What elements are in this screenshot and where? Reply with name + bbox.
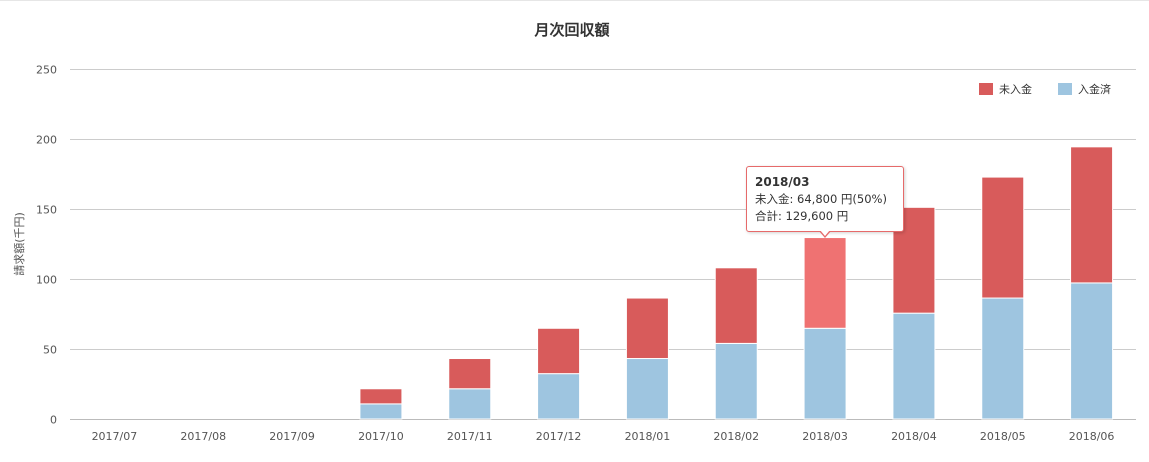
bar-unpaid[interactable] [448, 358, 492, 390]
y-tick-label: 250 [36, 64, 57, 77]
y-tick-label: 50 [43, 344, 57, 357]
x-tick-label: 2018/05 [980, 430, 1026, 443]
bar-unpaid[interactable] [625, 297, 669, 360]
chart-title: 月次回収額 [533, 21, 609, 39]
bar-unpaid[interactable] [537, 327, 581, 375]
y-tick-label: 100 [36, 274, 57, 287]
x-tick-label: 2017/08 [180, 430, 226, 443]
x-tick-label: 2017/10 [358, 430, 404, 443]
legend-label[interactable]: 入金済 [1078, 82, 1111, 96]
bar-unpaid[interactable] [981, 176, 1025, 299]
bar-unpaid[interactable] [803, 237, 847, 329]
x-tick-label: 2018/04 [891, 430, 937, 443]
bar-paid[interactable] [714, 342, 758, 420]
bar-unpaid[interactable] [359, 388, 403, 405]
grid-lines [70, 69, 1136, 420]
bar-paid[interactable] [625, 358, 669, 420]
tooltip-total-line: 合計: 129,600 円 [755, 209, 849, 223]
x-tick-label: 2018/01 [625, 430, 671, 443]
x-tick-labels: 2017/07 2017/08 2017/09 2017/10 2017/11 2017/… [92, 430, 1115, 443]
legend-swatch [1058, 83, 1072, 95]
bar-paid[interactable] [1070, 282, 1114, 420]
bar-unpaid[interactable] [714, 267, 758, 344]
bar-paid[interactable] [537, 373, 581, 420]
legend: 未入金 入金済 [979, 82, 1111, 96]
y-tick-label: 0 [50, 414, 57, 427]
tooltip-title: 2018/03 [755, 175, 810, 189]
bar-paid[interactable] [803, 327, 847, 420]
x-tick-label: 2018/06 [1069, 430, 1115, 443]
bars [359, 146, 1114, 420]
y-tick-labels: 0 50 100 150 200 250 [36, 64, 57, 427]
tooltip-unpaid-line: 未入金: 64,800 円(50%) [755, 192, 887, 206]
y-tick-label: 150 [36, 204, 57, 217]
legend-label[interactable]: 未入金 [999, 82, 1032, 96]
y-axis-label: 請求額(千円) [12, 212, 26, 276]
x-tick-label: 2017/09 [269, 430, 315, 443]
x-tick-label: 2018/02 [713, 430, 759, 443]
x-tick-label: 2017/07 [92, 430, 138, 443]
x-tick-label: 2017/12 [536, 430, 582, 443]
bar-paid[interactable] [359, 403, 403, 420]
bar-paid[interactable] [892, 312, 936, 420]
tooltip-pointer-fill [820, 230, 830, 236]
legend-swatch [979, 83, 993, 95]
bar-unpaid[interactable] [1070, 146, 1114, 284]
bar-paid[interactable] [448, 388, 492, 420]
x-tick-label: 2017/11 [447, 430, 493, 443]
x-tick-label: 2018/03 [802, 430, 848, 443]
tooltip: 2018/03 未入金: 64,800 円(50%) 合計: 129,600 円 [746, 166, 904, 232]
y-tick-label: 200 [36, 134, 57, 147]
top-divider [0, 0, 1149, 1]
bar-paid[interactable] [981, 297, 1025, 420]
